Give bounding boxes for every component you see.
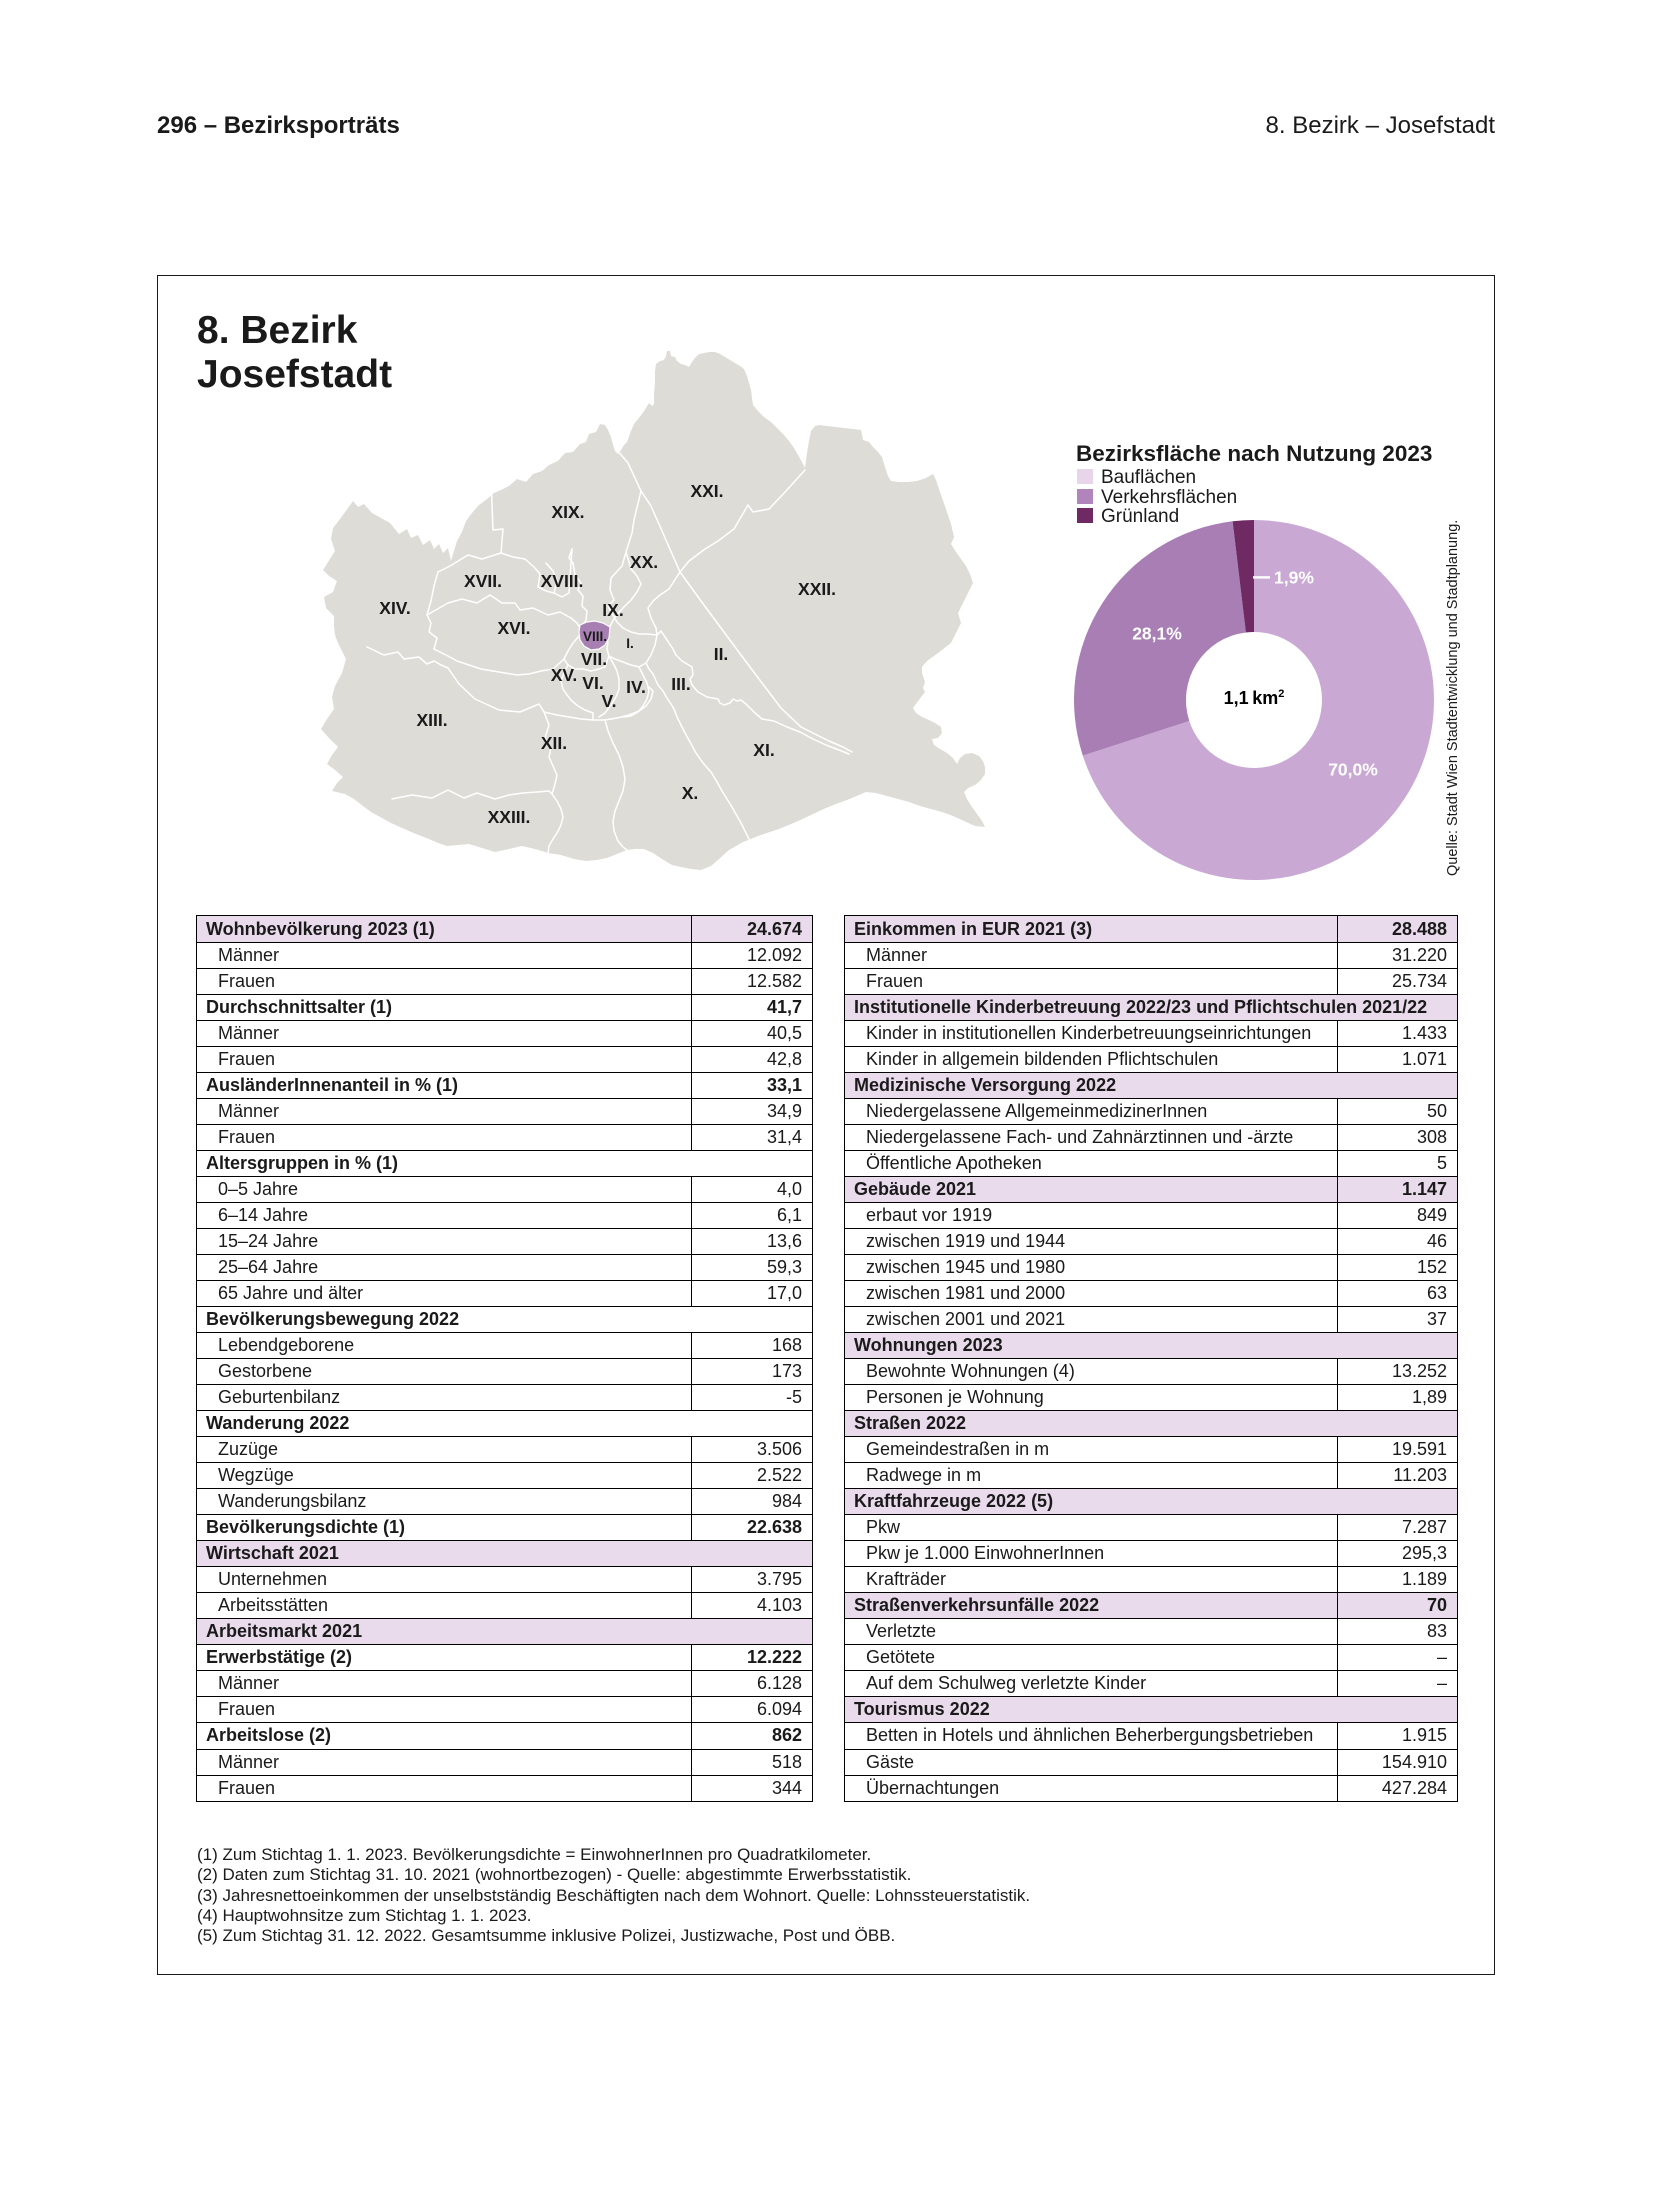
svg-text:IV.: IV. [626,677,646,697]
svg-text:XIII.: XIII. [416,710,447,730]
svg-text:VII.: VII. [581,649,607,669]
svg-text:XVI.: XVI. [497,618,530,638]
svg-text:I.: I. [626,636,634,651]
svg-text:V.: V. [602,691,617,711]
svg-text:X.: X. [682,783,699,803]
svg-text:XI.: XI. [753,740,774,760]
svg-text:IX.: IX. [602,600,623,620]
svg-text:II.: II. [714,644,729,664]
svg-text:III.: III. [671,674,690,694]
svg-text:VI.: VI. [582,673,603,693]
svg-text:XXI.: XXI. [690,481,723,501]
svg-text:XIV.: XIV. [379,598,410,618]
svg-text:XIX.: XIX. [551,502,584,522]
svg-text:XVII.: XVII. [464,571,502,591]
svg-text:XXII.: XXII. [798,579,836,599]
svg-text:XII.: XII. [541,733,567,753]
svg-text:XVIII.: XVIII. [541,571,584,591]
svg-text:VIII.: VIII. [583,629,607,644]
svg-text:XX.: XX. [630,552,658,572]
svg-text:XXIII.: XXIII. [488,807,531,827]
svg-text:XV.: XV. [551,665,578,685]
